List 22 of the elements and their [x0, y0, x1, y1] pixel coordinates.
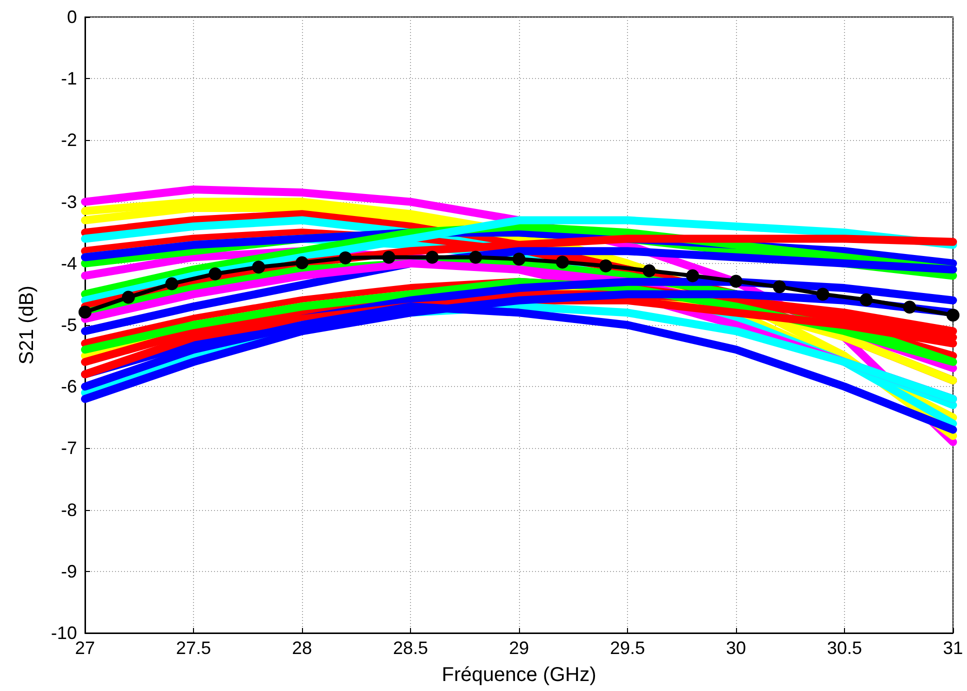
- x-tick-label: 29: [508, 638, 530, 658]
- y-tick-label: -5: [60, 315, 77, 335]
- x-tick-label: 27: [74, 638, 96, 658]
- y-tick-label: -4: [60, 253, 77, 274]
- x-tick-label: 31: [942, 638, 964, 658]
- x-tick-label: 29.5: [610, 638, 646, 658]
- y-axis-title: S21 (dB): [16, 286, 38, 364]
- x-tick-label: 28: [292, 638, 312, 658]
- x-tick-label: 27.5: [176, 638, 212, 658]
- x-tick-label: 28.5: [392, 638, 428, 658]
- x-axis-title: Fréquence (GHz): [442, 664, 596, 686]
- y-tick-label: -8: [60, 500, 77, 520]
- y-tick-label: -2: [60, 130, 77, 150]
- x-tick-label: 30: [726, 638, 746, 658]
- y-tick-label: -1: [60, 68, 77, 89]
- y-tick-label: -9: [60, 561, 77, 582]
- y-tick-label: -6: [60, 376, 77, 397]
- y-tick-label: -7: [60, 438, 77, 458]
- y-tick-label: -10: [50, 623, 77, 643]
- y-tick-label: -3: [60, 192, 77, 212]
- y-tick-label: 0: [66, 7, 77, 27]
- x-tick-label: 30.5: [826, 638, 862, 658]
